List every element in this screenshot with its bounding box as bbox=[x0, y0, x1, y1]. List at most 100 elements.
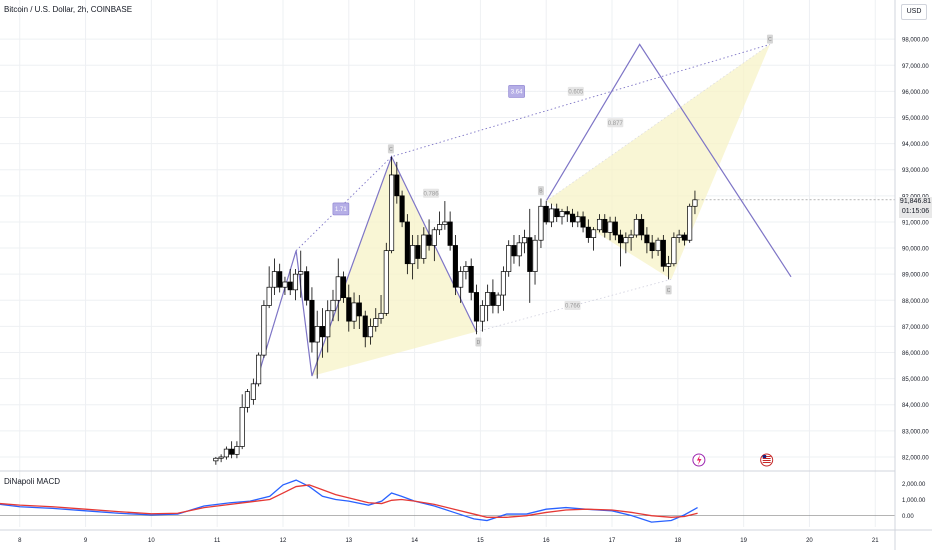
candle-body bbox=[511, 245, 517, 257]
candle-body bbox=[564, 211, 570, 215]
candle-body bbox=[681, 234, 687, 241]
candle-body bbox=[575, 216, 581, 223]
candle-body bbox=[378, 312, 384, 319]
candle-body bbox=[543, 205, 549, 223]
macd-y-tick-label: 1,000.00 bbox=[902, 498, 926, 504]
macd-pane bbox=[0, 479, 895, 523]
candle-body bbox=[633, 218, 639, 236]
flag-stripe bbox=[762, 460, 771, 461]
y-tick-label: 87,000.00 bbox=[902, 325, 929, 331]
candle-body bbox=[500, 271, 506, 296]
pattern-dotted-xc bbox=[295, 43, 771, 251]
candle-body bbox=[314, 326, 320, 343]
event-icons[interactable] bbox=[692, 453, 774, 467]
candle-body bbox=[468, 265, 474, 293]
candle-body bbox=[421, 234, 427, 259]
flag-stripe bbox=[762, 456, 771, 457]
flag-stripe bbox=[762, 462, 771, 463]
candle-body bbox=[437, 224, 443, 231]
candle-body bbox=[671, 237, 677, 265]
x-tick-label: 16 bbox=[543, 538, 550, 544]
candle-body bbox=[666, 263, 672, 267]
x-tick-label: 10 bbox=[148, 538, 155, 544]
candle-body bbox=[389, 174, 395, 252]
candle-body bbox=[309, 299, 315, 343]
candle-body bbox=[458, 271, 464, 288]
candle-body bbox=[351, 302, 357, 322]
candle-body bbox=[569, 213, 576, 223]
candle-body bbox=[346, 297, 352, 322]
y-tick-label: 95,000.00 bbox=[902, 116, 929, 122]
x-tick-label: 12 bbox=[280, 538, 287, 544]
candle-body bbox=[623, 237, 629, 244]
candle-body bbox=[548, 208, 555, 223]
candle-body bbox=[527, 237, 533, 272]
x-tick-label: 8 bbox=[18, 538, 22, 544]
candle-body bbox=[538, 205, 544, 241]
ratio-label: 0.766 bbox=[565, 304, 581, 310]
signal-line bbox=[0, 484, 698, 518]
harmonic-pattern-lines bbox=[252, 43, 792, 392]
x-tick-label: 17 bbox=[609, 538, 616, 544]
pattern-point-label: C bbox=[389, 147, 393, 153]
ratio-tag bbox=[564, 301, 581, 310]
candle-body bbox=[218, 456, 224, 459]
candle-body bbox=[266, 286, 272, 306]
pattern-point-label: C bbox=[768, 37, 772, 43]
y-tick-label: 88,000.00 bbox=[902, 299, 929, 305]
candle-body bbox=[639, 218, 645, 236]
candle-body bbox=[399, 195, 405, 223]
candle-body bbox=[431, 229, 437, 246]
candle-body bbox=[415, 245, 421, 259]
pattern-dotted-ac bbox=[546, 44, 771, 202]
candle-body bbox=[473, 292, 480, 322]
candle-body bbox=[287, 281, 293, 291]
candle-body bbox=[506, 245, 512, 272]
candle-body bbox=[607, 221, 613, 233]
ratio-tag bbox=[607, 118, 624, 128]
candle-body bbox=[373, 318, 379, 327]
candle-body bbox=[655, 239, 661, 252]
candle-body bbox=[532, 239, 538, 272]
pattern-point-label: C bbox=[667, 288, 671, 294]
macd-indicator-label[interactable]: DiNapoli MACD bbox=[4, 477, 61, 486]
pattern-point-label: B bbox=[539, 189, 543, 195]
candle-body bbox=[277, 271, 283, 288]
candle-body bbox=[282, 281, 288, 288]
macd-y-tick-label: 2,000.00 bbox=[902, 482, 926, 488]
y-tick-label: 93,000.00 bbox=[902, 168, 929, 174]
pattern-point-label: D bbox=[477, 340, 481, 346]
candle-body bbox=[325, 310, 331, 338]
candle-body bbox=[516, 242, 522, 257]
currency-button[interactable]: USD bbox=[901, 4, 927, 20]
ratio-box bbox=[508, 85, 525, 98]
ratio-label: 3.64 bbox=[511, 90, 523, 96]
candle-body bbox=[591, 229, 597, 238]
earnings-event-icon[interactable] bbox=[692, 453, 706, 467]
candle-body bbox=[485, 292, 491, 306]
candle-body bbox=[292, 273, 299, 291]
candle-body bbox=[479, 305, 485, 322]
candle-body bbox=[250, 383, 256, 400]
candle-body bbox=[319, 326, 326, 338]
y-tick-label: 91,000.00 bbox=[902, 220, 929, 226]
y-tick-label: 97,000.00 bbox=[902, 64, 929, 70]
candle-body bbox=[239, 406, 245, 447]
pattern-fill-bcd bbox=[311, 156, 477, 376]
pattern-point-tag bbox=[387, 144, 394, 154]
last-price-value: 91,846.81 bbox=[899, 198, 932, 205]
y-tick-label: 90,000.00 bbox=[902, 247, 929, 253]
candle-body bbox=[554, 208, 560, 218]
candle-body bbox=[335, 276, 341, 301]
candle-body bbox=[687, 205, 693, 241]
x-tick-label: 19 bbox=[740, 538, 747, 544]
candle-body bbox=[404, 221, 410, 265]
x-tick-label: 14 bbox=[411, 538, 418, 544]
candle-body bbox=[628, 234, 634, 238]
x-tick-label: 18 bbox=[674, 538, 681, 544]
economic-event-icon[interactable] bbox=[760, 453, 774, 467]
candle-body bbox=[394, 174, 400, 197]
